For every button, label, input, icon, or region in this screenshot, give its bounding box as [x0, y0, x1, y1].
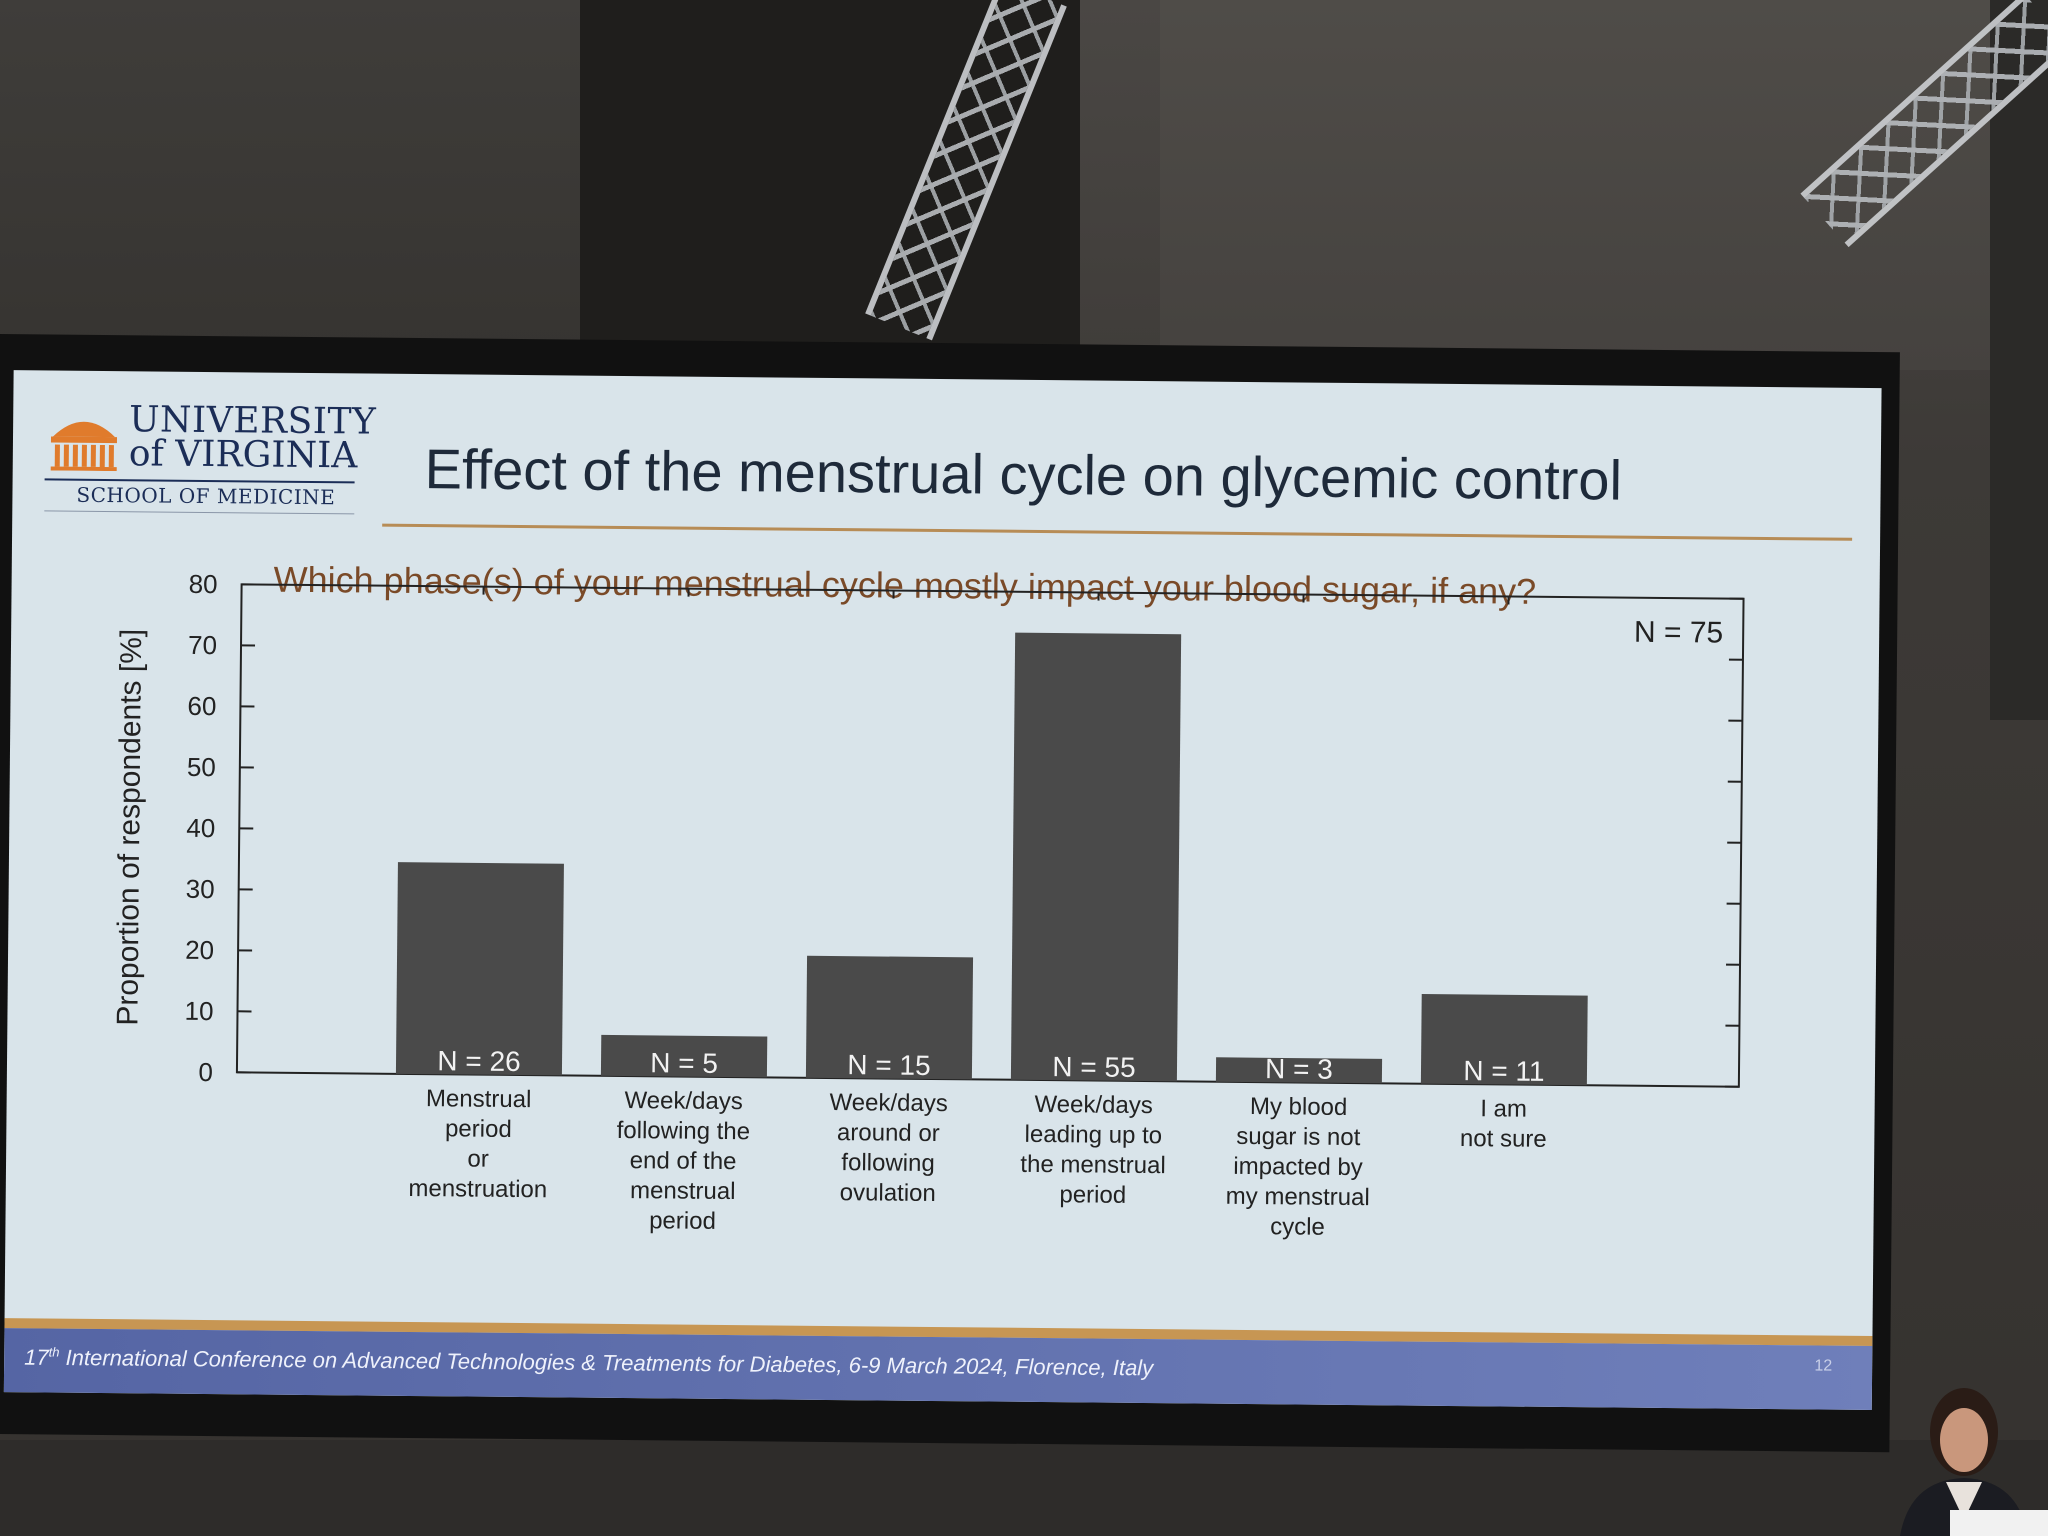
y-tick-label: 40 [186, 813, 215, 843]
bar-n-label: N = 3 [1265, 1053, 1333, 1085]
x-category-label: leading up to [1025, 1121, 1163, 1149]
footer-text: International Conference on Advanced Tec… [59, 1344, 1154, 1381]
bar-n-label: N = 26 [437, 1045, 521, 1077]
bar [1215, 1057, 1383, 1084]
bar-n-label: N = 5 [650, 1047, 718, 1079]
bar [600, 1034, 768, 1078]
x-category-label: menstrual [630, 1177, 736, 1205]
x-category-label: Week/days [1034, 1091, 1153, 1119]
x-category-label: period [1059, 1181, 1126, 1209]
x-category-label: my menstrual [1226, 1183, 1370, 1211]
y-tick-label: 10 [184, 996, 213, 1026]
uva-logo: UNIVERSITY of VIRGINIA SCHOOL OF MEDICIN… [36, 392, 376, 515]
bar [1420, 994, 1588, 1086]
x-category-label: Week/days [829, 1089, 948, 1117]
rotunda-logo-icon [50, 421, 118, 472]
x-category-label: ovulation [840, 1179, 936, 1207]
bar-n-label: N = 15 [847, 1049, 931, 1081]
x-category-label: or [467, 1146, 489, 1173]
y-tick-label: 20 [185, 935, 214, 965]
bar-n-label: N = 55 [1052, 1051, 1136, 1083]
x-category-label: not sure [1460, 1125, 1547, 1153]
y-axis-label: Proportion of respondents [%] [111, 629, 148, 1026]
stage-floor [0, 1440, 2048, 1536]
slide: UNIVERSITY of VIRGINIA SCHOOL OF MEDICIN… [3, 370, 1882, 1411]
x-category-label: following the [617, 1117, 751, 1145]
x-category-label: end of the [630, 1147, 737, 1175]
x-category-label: period [649, 1207, 716, 1235]
x-category-label: menstruation [408, 1175, 547, 1203]
wall-left [0, 0, 580, 360]
wall-pillar [1990, 0, 2048, 720]
x-category-label: sugar is not [1236, 1123, 1361, 1151]
x-category-label: cycle [1270, 1213, 1325, 1241]
projection-screen: UNIVERSITY of VIRGINIA SCHOOL OF MEDICIN… [0, 334, 1900, 1453]
y-tick-label: 0 [198, 1057, 213, 1087]
bar-chart: 0 10 20 30 40 50 60 70 80 Proportion of responden… [111, 569, 1745, 1241]
y-tick-label: 30 [186, 874, 215, 904]
x-category-label: period [445, 1115, 512, 1143]
y-tick-label: 60 [187, 691, 216, 721]
x-category-label: around or [837, 1119, 940, 1147]
slide-number: 12 [1814, 1357, 1833, 1375]
x-category-label: I am [1480, 1095, 1527, 1122]
bar [805, 955, 974, 1080]
x-category-label: My blood [1250, 1093, 1348, 1121]
conference-footer: 17th International Conference on Advance… [24, 1344, 1153, 1381]
x-category-label: Menstrual [426, 1085, 532, 1113]
footer-ordinal: 17 [24, 1344, 49, 1370]
speaker-figure [1900, 1388, 2048, 1536]
y-tick-label: 50 [187, 752, 216, 782]
x-category-label: impacted by [1233, 1153, 1363, 1181]
bar [395, 862, 564, 1076]
bar [1010, 632, 1182, 1082]
x-category-label: Week/days [624, 1087, 743, 1115]
bar-n-label: N = 11 [1463, 1055, 1544, 1087]
x-category-label: the menstrual [1020, 1151, 1166, 1179]
total-n-label: N = 75 [1634, 616, 1724, 650]
y-tick-label: 70 [188, 630, 217, 660]
x-category-label: following [841, 1149, 935, 1177]
footer-ordinal-suffix: th [48, 1344, 60, 1360]
y-tick-label: 80 [189, 569, 218, 599]
